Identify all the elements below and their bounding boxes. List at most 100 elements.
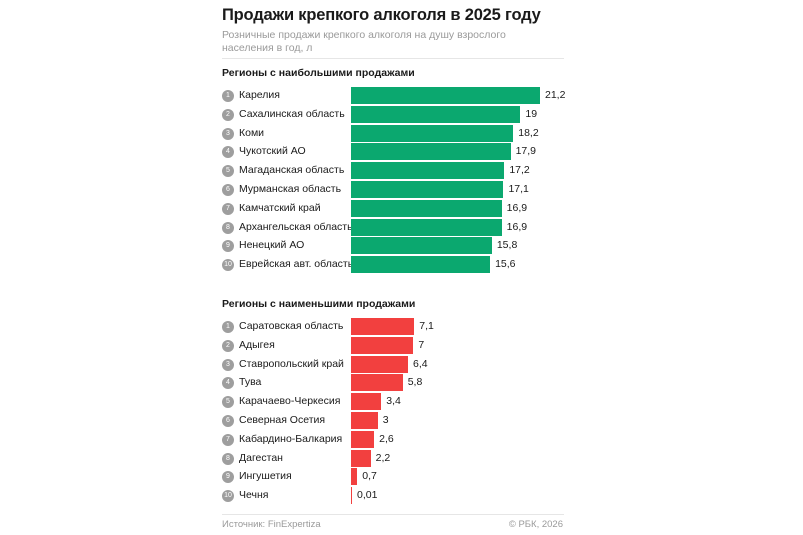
value-label: 2,6: [379, 432, 394, 445]
value-label: 17,1: [508, 183, 529, 195]
value-label: 18,2: [518, 126, 539, 139]
rank-badge: 2: [222, 108, 234, 121]
bar: [351, 318, 415, 335]
chart-subtitle: Розничные продажи крепкого алкоголя на д…: [222, 29, 506, 54]
copyright: © РБК, 2026: [508, 519, 563, 530]
category-label: Тува: [239, 376, 262, 389]
rank-badge: 7: [222, 433, 234, 446]
bar: [351, 336, 414, 354]
rank-badge: 10: [222, 490, 234, 503]
bar-row: 9 Ингушетия 0,7: [222, 468, 567, 486]
bar: [351, 468, 358, 486]
bar-row: 6 Северная Осетия 3: [222, 412, 567, 430]
category-label: Ненецкий АО: [239, 239, 305, 252]
bar-row: 7 Камчатский край 16,9: [222, 199, 567, 218]
category-label: Саратовская область: [239, 320, 344, 332]
rank-badge: 3: [222, 127, 234, 140]
value-label: 0,01: [357, 489, 378, 502]
bar: [351, 487, 352, 505]
bar: [351, 449, 371, 467]
rank-badge: 10: [222, 259, 234, 272]
bar: [351, 412, 378, 429]
bar: [351, 199, 502, 217]
rank-badge: 4: [222, 377, 234, 390]
bar: [351, 393, 382, 411]
category-label: Коми: [239, 126, 265, 139]
category-label: Магаданская область: [239, 164, 345, 177]
value-label: 17,2: [509, 164, 530, 177]
bar-row: 5 Карачаево-Черкесия 3,4: [222, 393, 567, 411]
rank-badge: 6: [222, 184, 234, 196]
value-label: 7,1: [419, 320, 434, 332]
bar-row: 10 Еврейская авт. область 15,6: [222, 256, 567, 274]
rank-badge: 4: [222, 146, 234, 159]
rank-badge: 3: [222, 358, 234, 371]
value-label: 19: [525, 107, 538, 120]
value-label: 15,8: [496, 239, 518, 252]
category-label: Ингушетия: [239, 470, 292, 483]
bar: [351, 355, 409, 373]
category-label: Мурманская область: [239, 183, 342, 195]
category-label: Чукотский АО: [239, 145, 306, 158]
category-label: Еврейская авт. область: [239, 258, 354, 271]
bar-row: 10 Чечня 0,01: [222, 487, 567, 505]
rank-badge: 8: [222, 452, 234, 465]
bar-row: 1 Карелия 21,2: [222, 87, 567, 105]
rank-badge: 9: [222, 471, 234, 484]
bar: [351, 218, 502, 236]
source: Источник: FinExpertiza: [222, 519, 321, 530]
value-label: 3,4: [386, 395, 401, 408]
bar-row: 2 Сахалинская область 19: [222, 105, 567, 124]
bar: [351, 430, 375, 448]
value-label: 7: [418, 338, 425, 351]
value-label: 16,9: [506, 201, 528, 214]
rank-badge: 7: [222, 202, 234, 215]
category-label: Сахалинская область: [239, 107, 345, 120]
bar: [351, 256, 491, 274]
value-label: 0,7: [362, 470, 377, 483]
bar-row: 7 Кабардино-Балкария 2,6: [222, 430, 567, 449]
divider: [222, 58, 564, 59]
section-title-bottom: Регионы с наименьшими продажами: [222, 298, 416, 310]
category-label: Северная Осетия: [239, 414, 326, 426]
rank-badge: 6: [222, 415, 234, 427]
category-label: Карелия: [239, 89, 280, 101]
category-label: Карачаево-Черкесия: [239, 395, 341, 408]
bar-row: 8 Архангельская область 16,9: [222, 218, 567, 237]
value-label: 6,4: [413, 357, 428, 370]
value-label: 15,6: [495, 258, 516, 271]
rank-badge: 5: [222, 396, 234, 409]
bar-row: 6 Мурманская область 17,1: [222, 181, 567, 199]
bar-row: 1 Саратовская область 7,1: [222, 318, 567, 336]
category-label: Архангельская область: [239, 220, 353, 233]
bar-row: 4 Чукотский АО 17,9: [222, 143, 567, 161]
rank-badge: 2: [222, 339, 234, 352]
bar-row: 9 Ненецкий АО 15,8: [222, 237, 567, 255]
category-label: Чечня: [239, 489, 269, 502]
bar: [351, 87, 540, 104]
bar: [351, 162, 505, 180]
chart-title: Продажи крепкого алкоголя в 2025 году: [222, 6, 541, 24]
bar: [351, 181, 504, 198]
bar-row: 3 Коми 18,2: [222, 124, 567, 143]
bar: [351, 105, 521, 123]
value-label: 17,9: [515, 145, 537, 158]
bar: [351, 124, 514, 142]
section-title-top: Регионы с наибольшими продажами: [222, 67, 415, 79]
rank-badge: 5: [222, 165, 234, 178]
category-label: Кабардино-Балкария: [239, 432, 343, 445]
rank-badge: 1: [222, 90, 234, 102]
category-label: Адыгея: [239, 338, 275, 351]
divider: [222, 514, 564, 515]
bar: [351, 374, 403, 392]
category-label: Дагестан: [239, 451, 283, 464]
bar-row: 2 Адыгея 7: [222, 336, 567, 355]
value-label: 3: [382, 414, 389, 426]
bar: [351, 237, 492, 255]
rank-badge: 9: [222, 240, 234, 253]
value-label: 5,8: [407, 376, 423, 389]
rank-badge: 1: [222, 321, 234, 333]
bar-row: 8 Дагестан 2,2: [222, 449, 567, 468]
category-label: Камчатский край: [239, 201, 321, 214]
bar-row: 3 Ставропольский край 6,4: [222, 355, 567, 374]
